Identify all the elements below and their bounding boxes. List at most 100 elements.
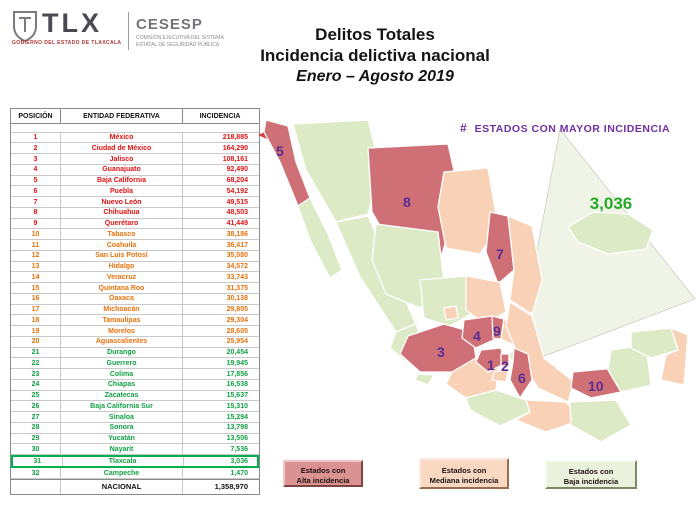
table-row: 14 Veracruz 33,743 <box>11 272 259 284</box>
table-cell-name: Nayarit <box>61 444 183 455</box>
incidence-table: POSICIÓN ENTIDAD FEDERATIVA INCIDENCIA 1… <box>10 108 260 495</box>
map-state-coahuila <box>437 167 499 255</box>
page-title: Delitos Totales Incidencia delictiva nac… <box>230 24 520 88</box>
map-rank-label-cdmx: 2 <box>501 358 509 374</box>
table-cell-name: Ciudad de México <box>61 143 183 154</box>
table-cell-name: Tamaulipas <box>61 315 183 326</box>
table-cell-val: 19,945 <box>226 359 248 367</box>
map-state-mexico <box>475 347 505 373</box>
mexico-choropleth-map: 3,036 5 8 7 3 4 9 1 2 6 10 # ESTADOS CON… <box>263 119 696 443</box>
table-cell-val: 35,080 <box>226 252 248 260</box>
col-header-entidad: ENTIDAD FEDERATIVA <box>61 109 183 124</box>
map-rank-label-mexico: 1 <box>487 357 495 373</box>
table-cell-pos: 8 <box>11 207 61 218</box>
legend-baja-line2: Baja incidencia <box>563 476 619 486</box>
map-rank-label-queretaro: 9 <box>493 323 501 339</box>
table-cell-name: Tabasco <box>61 229 183 240</box>
table-cell-val: 28,605 <box>226 327 248 335</box>
table-cell-val: 13,506 <box>226 435 248 443</box>
table-cell-pos: 24 <box>11 379 61 390</box>
table-row: 29 Yucatán 13,506 <box>11 433 259 445</box>
table-row: 27 Sinaloa 15,294 <box>11 412 259 423</box>
table-row: 22 Guerrero 19,945 <box>11 358 259 370</box>
table-cell-pos: 31 <box>13 457 63 467</box>
table-row: 9 Querétaro 41,449 <box>11 218 259 230</box>
table-cell-name: Veracruz <box>61 272 183 283</box>
table-cell-val: 41,449 <box>226 220 248 228</box>
rank1-pointer-arrow-icon <box>258 130 269 140</box>
table-cell-name: Guanajuato <box>61 164 183 175</box>
title-line2: Incidencia delictiva nacional <box>260 46 490 65</box>
table-row: 20 Aguascalientes 25,954 <box>11 336 259 348</box>
map-annotation: # ESTADOS CON MAYOR INCIDENCIA <box>460 121 670 135</box>
table-cell-name: Colima <box>61 369 183 379</box>
table-cell-val: 108,161 <box>222 155 248 163</box>
table-row: 3 Jalisco 108,161 <box>11 154 259 165</box>
map-state-guanajuato <box>461 315 499 349</box>
table-cell-pos: 14 <box>11 272 61 283</box>
title-line1: Delitos Totales <box>315 25 435 44</box>
map-state-tamaulipas <box>507 214 543 316</box>
table-cell-pos: 12 <box>11 250 61 261</box>
table-cell-pos: 13 <box>11 261 61 272</box>
table-row: 24 Chiapas 16,538 <box>11 379 259 391</box>
table-cell-val: 3,036 <box>230 458 248 466</box>
table-row: 7 Nuevo León 49,515 <box>11 197 259 208</box>
logo-tlx-subtitle: GOBIERNO DEL ESTADO DE TLAXCALA <box>12 40 122 46</box>
table-row: 5 Baja California 68,204 <box>11 175 259 187</box>
table-cell-pos: 26 <box>11 401 61 412</box>
logo-divider <box>128 12 129 50</box>
table-cell-val: 38,186 <box>226 230 248 238</box>
map-rank-label-chihuahua: 8 <box>403 194 411 210</box>
table-cell-pos: 10 <box>11 229 61 240</box>
table-row: 18 Tamaulipas 29,304 <box>11 315 259 327</box>
table-cell-pos: 25 <box>11 390 61 401</box>
table-cell-val: 48,503 <box>226 209 248 217</box>
table-row: 26 Baja California Sur 15,310 <box>11 401 259 413</box>
table-cell-name: Chihuahua <box>61 207 183 218</box>
table-cell-name: Sinaloa <box>61 412 183 422</box>
table-cell-val: 49,515 <box>226 198 248 206</box>
table-row: 12 San Luis Potosí 35,080 <box>11 250 259 262</box>
table-cell-val: 25,954 <box>226 338 248 346</box>
col-header-posicion: POSICIÓN <box>11 109 61 124</box>
table-row: 32 Campeche 1,470 <box>11 468 259 479</box>
table-cell-name: Nuevo León <box>61 197 183 207</box>
table-cell-name: Durango <box>61 347 183 358</box>
table-row: 19 Morelos 28,605 <box>11 326 259 337</box>
map-state-chiapas <box>569 399 632 443</box>
logo-tlx-text: TLX <box>42 8 102 38</box>
table-body: 1 México 218,885 2 Ciudad de México 164,290 3 J… <box>11 132 259 479</box>
table-row: 10 Tabasco 38,186 <box>11 229 259 241</box>
total-value: 1,358,970 <box>214 482 248 492</box>
logo-block: TLX GOBIERNO DEL ESTADO DE TLAXCALA CESE… <box>10 8 240 56</box>
legend-alta-incidencia: Estados con Alta incidencia <box>283 460 363 487</box>
table-cell-name: México <box>61 132 183 143</box>
map-rank-label-jalisco: 3 <box>437 344 445 360</box>
table-cell-val: 17,856 <box>226 370 248 378</box>
map-rank-label-guanajuato: 4 <box>473 328 481 344</box>
map-state-cdmx <box>500 353 510 367</box>
table-cell-name: Querétaro <box>61 218 183 229</box>
table-cell-name: Morelos <box>61 326 183 336</box>
table-cell-val: 54,192 <box>226 187 248 195</box>
map-state-morelos <box>491 369 509 383</box>
table-row: 11 Coahuila 36,417 <box>11 240 259 251</box>
table-cell-val: 13,798 <box>226 424 248 432</box>
table-cell-val: 15,310 <box>226 402 248 410</box>
table-cell-val: 29,304 <box>226 316 248 324</box>
map-rank-label-puebla: 6 <box>518 370 526 386</box>
map-state-aguascalientes <box>443 305 459 321</box>
table-cell-name: Puebla <box>61 186 183 197</box>
map-state-nuevo-leon <box>485 211 515 286</box>
table-cell-pos: 6 <box>11 186 61 197</box>
map-rank-label-nuevo-leon: 7 <box>496 246 504 262</box>
table-cell-pos: 4 <box>11 164 61 175</box>
table-cell-name: Baja California <box>61 175 183 186</box>
table-cell-name: Quintana Roo <box>61 283 183 293</box>
map-state-oaxaca <box>514 399 583 433</box>
table-cell-pos: 23 <box>11 369 61 379</box>
legend-baja-line1: Estados con <box>568 467 614 476</box>
table-cell-pos: 15 <box>11 283 61 293</box>
map-state-veracruz <box>505 300 575 403</box>
